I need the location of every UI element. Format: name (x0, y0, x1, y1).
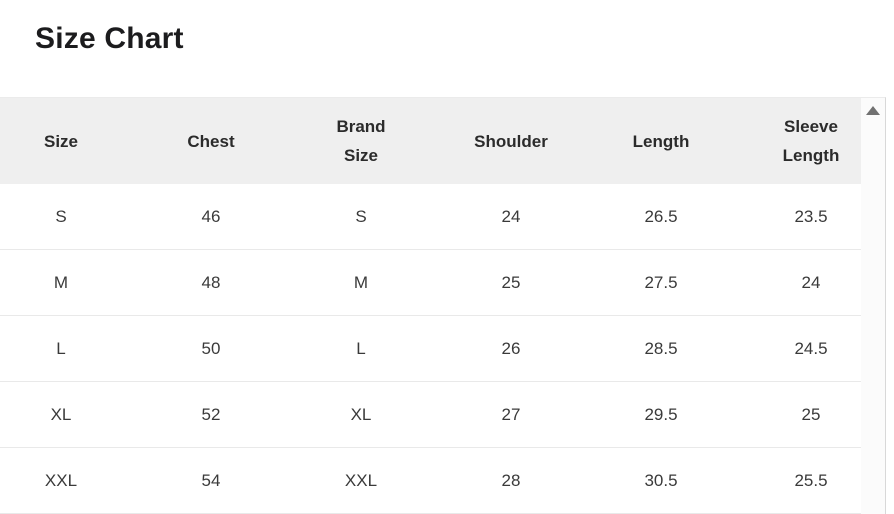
table-cell: S (0, 184, 136, 250)
table-cell: XL (286, 381, 436, 448)
table-header: Size Chest Brand Size Shoulder Length Sleeve … (0, 98, 861, 184)
size-chart-scroll-area: Size Chest Brand Size Shoulder Length Sleeve … (0, 97, 886, 514)
table-row: S 46 S 24 26.5 23.5 (0, 184, 861, 250)
column-header: Shoulder (436, 98, 586, 184)
triangle-up-icon (866, 105, 880, 115)
column-header-label: Shoulder (474, 131, 548, 151)
column-header: Size (0, 98, 136, 184)
table-row: XL 52 XL 27 29.5 25 (0, 381, 861, 448)
table-cell: 24 (436, 184, 586, 250)
table-row: L 50 L 26 28.5 24.5 (0, 315, 861, 382)
column-header-label: Size (43, 131, 79, 151)
page-title: Size Chart (35, 22, 184, 55)
column-header: Length (586, 98, 736, 184)
table-cell: 50 (136, 315, 286, 382)
table-cell: 26 (436, 315, 586, 382)
table-header-row: Size Chest Brand Size Shoulder Length Sleeve … (0, 98, 861, 184)
table-cell: 24 (736, 249, 861, 316)
table-cell: 48 (136, 249, 286, 316)
table-cell: 25 (436, 249, 586, 316)
table-cell: 28.5 (586, 315, 736, 382)
column-header-label: Length (632, 131, 690, 151)
table-cell: 26.5 (586, 184, 736, 250)
table-cell: 24.5 (736, 315, 861, 382)
table-cell: 30.5 (586, 447, 736, 514)
table-cell: 27.5 (586, 249, 736, 316)
column-header: Chest (136, 98, 286, 184)
table-cell: S (286, 184, 436, 250)
table-row: XXL 54 XXL 28 30.5 25.5 (0, 447, 861, 514)
table-cell: L (286, 315, 436, 382)
column-header: Sleeve Length (736, 98, 861, 184)
table-cell: 23.5 (736, 184, 861, 250)
table-viewport: Size Chest Brand Size Shoulder Length Sleeve … (0, 98, 861, 514)
table-cell: 29.5 (586, 381, 736, 448)
column-header-label: Chest (187, 131, 235, 151)
scroll-up-button[interactable] (865, 103, 881, 117)
table-cell: 28 (436, 447, 586, 514)
table-cell: L (0, 315, 136, 382)
table-cell: M (0, 249, 136, 316)
table-cell: XXL (0, 447, 136, 514)
table-cell: XXL (286, 447, 436, 514)
column-header: Brand Size (286, 98, 436, 184)
column-header-label: Sleeve Length (782, 117, 840, 165)
column-header-label: Brand Size (336, 117, 386, 165)
table-cell: 25.5 (736, 447, 861, 514)
vertical-scrollbar[interactable] (861, 98, 885, 514)
table-cell: 25 (736, 381, 861, 448)
table-cell: 27 (436, 381, 586, 448)
table-cell: 54 (136, 447, 286, 514)
table-row: M 48 M 25 27.5 24 (0, 249, 861, 316)
table-cell: 52 (136, 381, 286, 448)
table-cell: M (286, 249, 436, 316)
table-cell: 46 (136, 184, 286, 250)
table-body: S 46 S 24 26.5 23.5 M 48 M 25 27.5 24 L 50 L 26 28.5 24.5… (0, 184, 861, 514)
size-chart-table: Size Chest Brand Size Shoulder Length Sleeve … (0, 98, 861, 514)
table-cell: XL (0, 381, 136, 448)
